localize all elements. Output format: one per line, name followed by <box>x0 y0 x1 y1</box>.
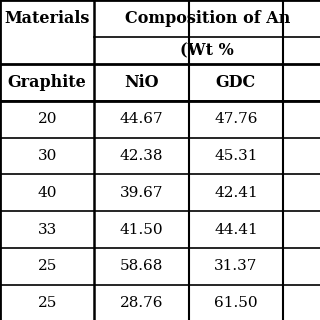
Text: Graphite: Graphite <box>8 74 87 91</box>
Text: (Wt %: (Wt % <box>180 42 234 59</box>
Text: 25: 25 <box>37 260 57 273</box>
Text: 25: 25 <box>37 296 57 310</box>
Text: 44.41: 44.41 <box>214 223 258 236</box>
Text: 33: 33 <box>37 223 57 236</box>
Text: 40: 40 <box>37 186 57 200</box>
Text: 47.76: 47.76 <box>214 112 258 126</box>
Text: 44.67: 44.67 <box>120 112 164 126</box>
Text: 39.67: 39.67 <box>120 186 163 200</box>
Text: 45.31: 45.31 <box>214 149 258 163</box>
Text: 20: 20 <box>37 112 57 126</box>
Text: Materials: Materials <box>4 10 90 27</box>
Text: 28.76: 28.76 <box>120 296 163 310</box>
Text: Composition of An: Composition of An <box>124 10 290 27</box>
Text: 42.38: 42.38 <box>120 149 163 163</box>
Text: 61.50: 61.50 <box>214 296 258 310</box>
Text: 31.37: 31.37 <box>214 260 258 273</box>
Text: 42.41: 42.41 <box>214 186 258 200</box>
Text: 58.68: 58.68 <box>120 260 163 273</box>
Text: GDC: GDC <box>216 74 256 91</box>
Text: NiO: NiO <box>124 74 159 91</box>
Text: 41.50: 41.50 <box>120 223 164 236</box>
Text: 30: 30 <box>37 149 57 163</box>
